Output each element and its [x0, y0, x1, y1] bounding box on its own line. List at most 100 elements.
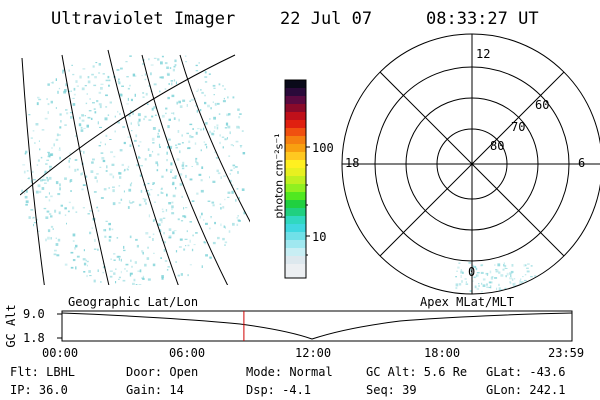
emission-pixel: [139, 269, 142, 273]
emission-pixel: [37, 184, 41, 188]
emission-pixel: [131, 182, 133, 184]
emission-pixel: [136, 164, 140, 167]
emission-pixel: [200, 149, 202, 152]
emission-pixel: [142, 92, 145, 94]
emission-pixel: [75, 266, 77, 270]
emission-pixel: [33, 222, 37, 224]
emission-pixel: [53, 143, 55, 147]
colorbar-tick-label: 100: [312, 141, 334, 155]
emission-pixel: [175, 144, 178, 146]
emission-pixel: [162, 210, 165, 213]
emission-pixel: [170, 162, 173, 166]
colorbar: [284, 79, 310, 279]
emission-pixel: [185, 207, 188, 209]
emission-pixel: [93, 191, 97, 193]
emission-pixel: [176, 158, 180, 161]
emission-pixel: [50, 100, 53, 104]
emission-pixel: [83, 127, 86, 129]
emission-pixel: [138, 118, 141, 122]
emission-pixel: [129, 144, 132, 147]
emission-pixel: [67, 210, 70, 213]
emission-pixel: [179, 183, 183, 186]
glon-status: GLon: 242.1: [486, 383, 566, 397]
emission-pixel: [226, 113, 229, 117]
emission-pixel: [455, 276, 457, 278]
emission-pixel: [55, 237, 57, 239]
emission-pixel: [134, 261, 137, 264]
colorbar-tick-label: 10: [312, 230, 327, 244]
emission-pixel: [24, 152, 27, 155]
emission-pixel: [112, 189, 115, 193]
emission-pixel: [172, 231, 175, 235]
emission-pixel: [462, 271, 464, 274]
emission-pixel: [99, 105, 102, 109]
emission-pixel: [46, 176, 48, 179]
emission-pixel: [235, 199, 237, 202]
emission-pixel: [208, 73, 211, 75]
emission-pixel: [480, 290, 483, 293]
emission-pixel: [475, 274, 478, 278]
emission-pixel: [138, 284, 142, 285]
emission-pixel: [520, 278, 522, 280]
emission-pixel: [53, 253, 57, 256]
emission-pixel: [97, 269, 99, 272]
emission-pixel: [116, 69, 120, 71]
emission-pixel: [152, 142, 155, 144]
emission-pixel: [152, 150, 154, 153]
emission-pixel: [227, 196, 230, 198]
emission-pixel: [136, 244, 139, 248]
emission-pixel: [223, 97, 225, 100]
emission-pixel: [511, 278, 514, 281]
emission-pixel: [72, 97, 75, 99]
emission-pixel: [35, 123, 39, 126]
emission-pixel: [514, 282, 516, 285]
emission-pixel: [132, 112, 134, 115]
emission-pixel: [90, 170, 94, 173]
emission-pixel: [100, 83, 104, 85]
emission-pixel: [157, 194, 160, 197]
emission-pixel: [195, 161, 198, 163]
emission-pixel: [28, 177, 30, 180]
emission-pixel: [82, 207, 85, 209]
emission-pixel: [211, 132, 215, 136]
emission-pixel: [209, 256, 212, 259]
emission-pixel: [497, 263, 501, 267]
emission-pixel: [120, 198, 123, 201]
emission-pixel: [144, 73, 146, 76]
emission-pixel: [159, 90, 161, 93]
emission-pixel: [48, 152, 50, 156]
longitude-line: [179, 54, 250, 223]
emission-pixel: [240, 145, 242, 148]
emission-pixel: [489, 281, 493, 284]
emission-pixel: [82, 184, 86, 186]
longitude-line: [21, 57, 45, 285]
emission-pixel: [502, 268, 505, 271]
emission-pixel: [153, 83, 157, 86]
dsp-status: Dsp: -4.1: [246, 383, 312, 397]
emission-pixel: [115, 268, 117, 270]
emission-pixel: [142, 275, 145, 279]
emission-pixel: [172, 194, 176, 198]
emission-pixel: [121, 163, 124, 166]
emission-pixel: [105, 79, 109, 82]
emission-pixel: [107, 114, 110, 116]
emission-pixel: [213, 116, 216, 120]
emission-pixel: [30, 209, 34, 211]
emission-pixel: [98, 72, 101, 74]
seq-status: Seq: 39: [366, 383, 417, 397]
emission-pixel: [510, 273, 513, 275]
emission-pixel: [85, 259, 87, 262]
emission-pixel: [174, 176, 177, 179]
emission-pixel: [38, 140, 40, 142]
door-status: Door: Open: [126, 365, 199, 379]
emission-pixel: [513, 278, 516, 280]
emission-pixel: [506, 272, 509, 276]
emission-pixel: [189, 221, 192, 223]
emission-pixel: [87, 80, 91, 84]
emission-pixel: [108, 187, 110, 189]
emission-pixel: [198, 62, 200, 64]
orbit-x-tick: 12:00: [295, 346, 332, 360]
emission-pixel: [159, 76, 162, 79]
emission-pixel: [173, 79, 176, 82]
emission-pixel: [224, 226, 226, 229]
